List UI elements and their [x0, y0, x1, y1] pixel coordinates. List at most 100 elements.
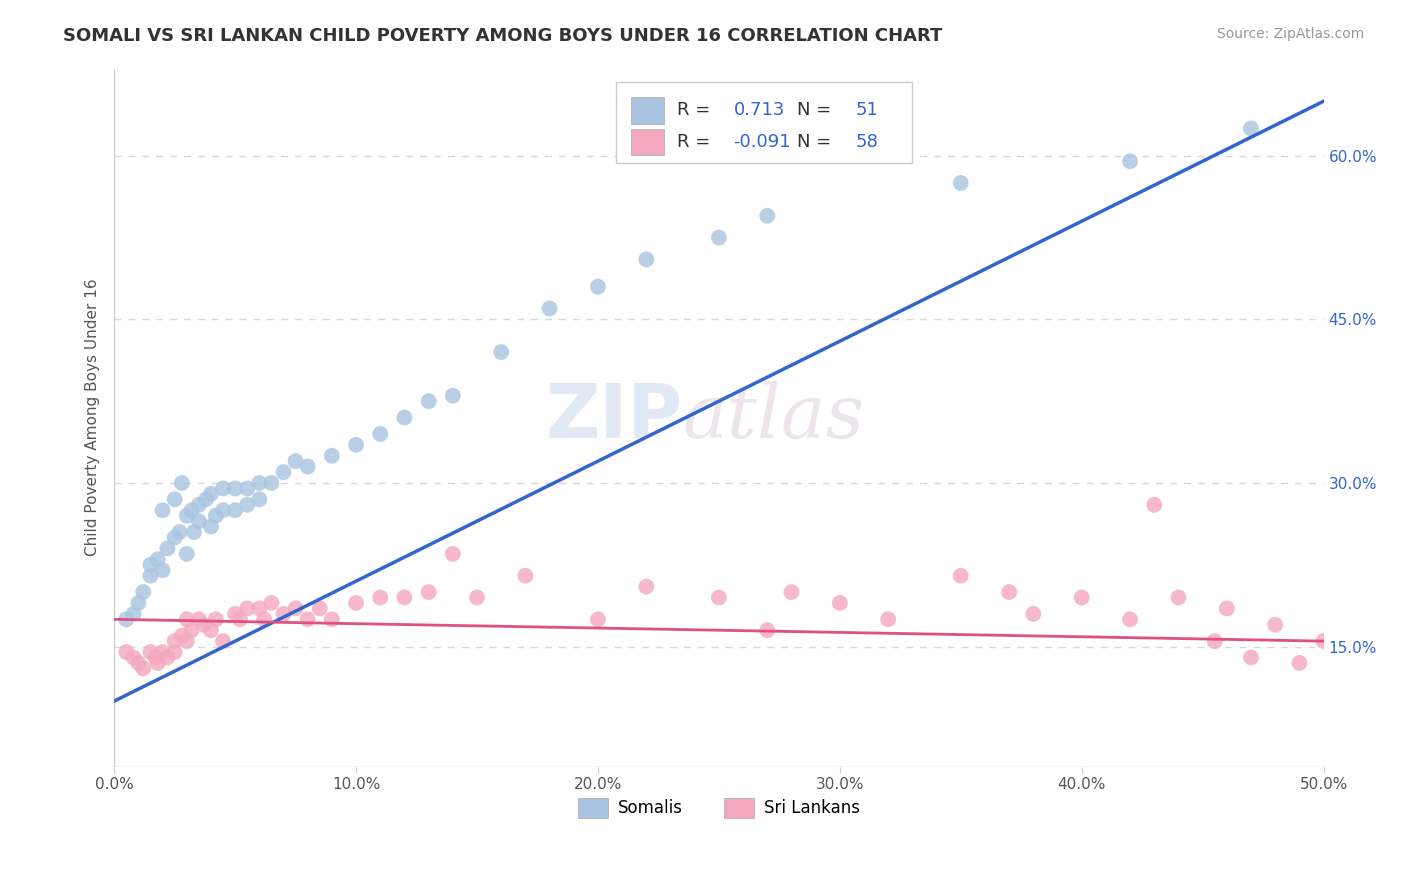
Point [489, 345, 512, 359]
Point [224, 482, 246, 496]
Point [127, 596, 149, 610]
Point [247, 492, 270, 507]
Point [1167, 591, 1189, 605]
Point [170, 629, 193, 643]
Point [187, 498, 209, 512]
Point [284, 454, 307, 468]
Point [204, 508, 226, 523]
Legend: Somalis, Sri Lankans: Somalis, Sri Lankans [571, 791, 868, 824]
Point [187, 612, 209, 626]
Point [780, 585, 803, 599]
Point [394, 591, 416, 605]
Point [1204, 634, 1226, 648]
Point [176, 508, 198, 523]
Point [224, 503, 246, 517]
Point [465, 591, 488, 605]
Text: 0.713: 0.713 [734, 102, 785, 120]
Y-axis label: Child Poverty Among Boys Under 16: Child Poverty Among Boys Under 16 [86, 278, 100, 557]
Point [1119, 612, 1142, 626]
Point [1119, 154, 1142, 169]
Point [368, 591, 391, 605]
Point [756, 209, 779, 223]
Point [152, 563, 174, 577]
Point [368, 426, 391, 441]
Point [236, 498, 259, 512]
Point [236, 482, 259, 496]
Point [1312, 634, 1334, 648]
Point [180, 624, 202, 638]
Point [260, 475, 283, 490]
Point [180, 503, 202, 517]
Point [152, 503, 174, 517]
Text: R =: R = [676, 102, 716, 120]
Point [515, 568, 537, 582]
Point [707, 591, 730, 605]
Point [636, 580, 658, 594]
Point [273, 607, 295, 621]
Point [756, 624, 779, 638]
Point [176, 547, 198, 561]
Point [122, 650, 145, 665]
Point [1070, 591, 1092, 605]
Point [139, 645, 162, 659]
Point [212, 482, 235, 496]
FancyBboxPatch shape [631, 128, 665, 155]
Point [176, 612, 198, 626]
Point [538, 301, 561, 316]
Point [139, 558, 162, 572]
Point [260, 596, 283, 610]
Point [156, 650, 179, 665]
Text: 58: 58 [855, 133, 879, 151]
Point [344, 596, 367, 610]
Point [183, 524, 205, 539]
Text: -0.091: -0.091 [734, 133, 792, 151]
Point [1288, 656, 1310, 670]
Point [163, 645, 186, 659]
Point [273, 465, 295, 479]
Point [1240, 121, 1263, 136]
Point [344, 438, 367, 452]
Point [224, 607, 246, 621]
Point [247, 601, 270, 615]
Point [195, 492, 218, 507]
Point [127, 656, 149, 670]
Point [418, 394, 440, 409]
Point [152, 645, 174, 659]
FancyBboxPatch shape [631, 97, 665, 124]
Point [1240, 650, 1263, 665]
Point [1264, 617, 1286, 632]
Point [143, 650, 166, 665]
Point [200, 519, 222, 533]
Point [200, 487, 222, 501]
Point [1143, 498, 1166, 512]
Point [949, 176, 972, 190]
Text: atlas: atlas [682, 381, 865, 454]
Point [163, 634, 186, 648]
Point [115, 645, 138, 659]
Point [441, 547, 464, 561]
Point [284, 601, 307, 615]
Point [308, 601, 330, 615]
Point [998, 585, 1021, 599]
Point [297, 459, 319, 474]
Point [236, 601, 259, 615]
Point [418, 585, 440, 599]
Point [139, 568, 162, 582]
Point [163, 492, 186, 507]
Point [1022, 607, 1045, 621]
Point [170, 475, 193, 490]
Point [132, 661, 155, 675]
Point [321, 449, 343, 463]
Point [229, 612, 252, 626]
Point [122, 607, 145, 621]
Point [441, 389, 464, 403]
Point [163, 531, 186, 545]
Point [253, 612, 276, 626]
Point [204, 612, 226, 626]
Point [115, 612, 138, 626]
Text: R =: R = [676, 133, 716, 151]
Point [828, 596, 851, 610]
Point [707, 230, 730, 244]
Point [586, 279, 609, 293]
Point [297, 612, 319, 626]
